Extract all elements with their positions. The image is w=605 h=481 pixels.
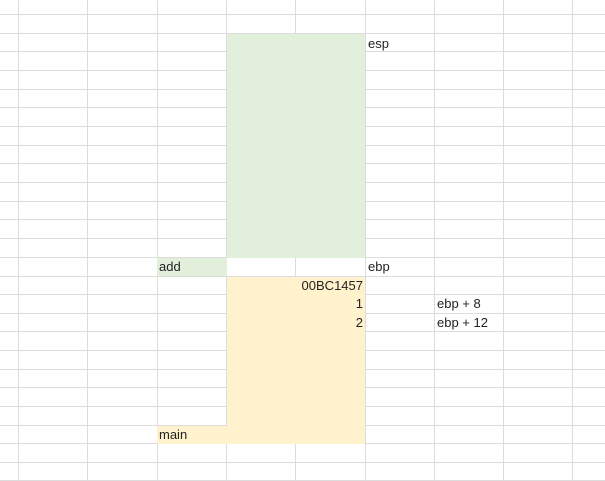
gridline	[0, 462, 605, 463]
gridline	[434, 0, 435, 481]
gridline	[572, 0, 573, 481]
main-stack-frame	[227, 277, 365, 444]
arg1-offset-label[interactable]: ebp + 8	[437, 296, 481, 311]
gridline	[0, 276, 605, 277]
arg2-offset-label[interactable]: ebp + 12	[437, 315, 488, 330]
gridline	[87, 0, 88, 481]
gridline	[226, 0, 227, 481]
main-label[interactable]: main	[159, 427, 188, 442]
gridline	[503, 0, 504, 481]
ebp-label[interactable]: ebp	[368, 259, 390, 274]
add-stack-frame	[227, 34, 365, 258]
main-label-cell-fill	[157, 426, 227, 444]
gridline	[0, 14, 605, 15]
gridline	[365, 0, 366, 481]
gridline	[0, 33, 605, 34]
add-label[interactable]: add	[159, 259, 181, 274]
arg1-cell[interactable]: 1	[355, 296, 363, 311]
return-address-cell[interactable]: 00BC1457	[301, 278, 363, 293]
gridline	[18, 0, 19, 481]
arg2-cell[interactable]: 2	[355, 315, 363, 330]
esp-label[interactable]: esp	[368, 36, 389, 51]
add-label-cell-fill	[157, 258, 227, 276]
gridline	[157, 0, 158, 481]
